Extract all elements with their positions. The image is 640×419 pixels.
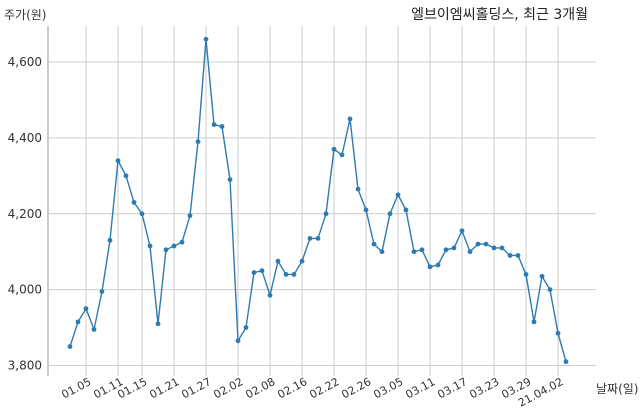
y-tick-labels: 3,800 4,000 4,200 4,400 4,600 <box>8 55 42 373</box>
data-point <box>107 237 113 243</box>
data-point <box>139 211 145 217</box>
data-point <box>315 236 321 241</box>
y-tick-label: 4,400 <box>8 131 42 145</box>
data-point <box>531 319 537 325</box>
data-point <box>539 273 545 279</box>
data-point <box>339 152 345 158</box>
data-point <box>371 241 377 247</box>
data-point <box>235 338 241 344</box>
data-point <box>131 199 137 205</box>
data-point <box>67 344 73 349</box>
data-point <box>419 247 425 253</box>
data-point <box>411 249 417 255</box>
x-tick-label: 02.16 <box>275 375 309 401</box>
data-point <box>347 116 353 122</box>
data-point <box>563 359 569 365</box>
data-point <box>555 330 561 336</box>
data-point <box>355 186 361 192</box>
x-tick-label: 02.02 <box>211 375 245 401</box>
data-point <box>467 249 473 255</box>
chart-title: 엘브이엠씨홀딩스, 최근 3개월 <box>411 7 588 23</box>
x-tick-label: 01.05 <box>59 375 93 401</box>
data-point <box>443 247 449 253</box>
data-point <box>363 207 369 213</box>
data-point <box>547 287 553 293</box>
data-point <box>515 253 521 258</box>
data-point <box>155 321 161 327</box>
data-point <box>91 327 97 332</box>
data-point <box>491 245 497 251</box>
data-point <box>123 173 129 179</box>
data-point <box>179 239 185 245</box>
x-tick-label: 01.21 <box>147 375 181 401</box>
data-point <box>507 253 513 258</box>
data-point <box>451 245 457 251</box>
data-point <box>259 268 265 274</box>
y-tick-label: 4,000 <box>8 283 42 297</box>
price-series-points <box>67 36 569 365</box>
price-series-line <box>69 39 567 362</box>
data-point <box>307 236 313 241</box>
data-point <box>251 270 257 275</box>
data-point <box>99 289 105 294</box>
x-tick-label: 03.23 <box>467 375 501 401</box>
data-point <box>267 292 273 298</box>
data-point <box>163 247 169 253</box>
grid <box>47 26 596 376</box>
x-tick-label: 02.08 <box>243 375 277 401</box>
data-point <box>275 258 281 264</box>
data-point <box>379 249 385 255</box>
data-point <box>435 262 441 268</box>
data-point <box>395 192 401 198</box>
data-point <box>427 264 433 270</box>
data-point <box>475 241 481 247</box>
data-point <box>523 272 529 277</box>
data-point <box>187 213 193 219</box>
data-point <box>283 272 289 277</box>
y-tick-label: 4,200 <box>8 207 42 221</box>
data-point <box>483 241 489 247</box>
data-point <box>499 245 505 251</box>
data-point <box>331 146 337 152</box>
data-point <box>75 319 81 325</box>
data-point <box>299 258 305 264</box>
data-point <box>147 243 153 249</box>
data-point <box>171 243 177 249</box>
data-point <box>243 325 249 330</box>
data-point <box>227 177 233 183</box>
y-tick-label: 4,600 <box>8 55 42 69</box>
data-point <box>83 306 89 311</box>
x-tick-label: 03.05 <box>371 375 405 401</box>
x-tick-label: 02.22 <box>307 375 341 401</box>
x-axis-label: 날짜(일) <box>596 382 639 396</box>
data-point <box>211 122 217 127</box>
data-point <box>219 124 225 129</box>
data-point <box>203 36 209 42</box>
data-point <box>195 139 201 145</box>
data-point <box>387 211 393 217</box>
data-point <box>403 207 409 213</box>
data-point <box>323 211 329 217</box>
x-tick-label: 03.17 <box>435 375 469 401</box>
y-axis-label: 주가(원) <box>4 8 47 22</box>
x-tick-label: 01.27 <box>179 375 213 401</box>
data-point <box>459 228 465 234</box>
data-point <box>291 272 297 277</box>
y-tick-label: 3,800 <box>8 359 42 373</box>
x-tick-label: 02.26 <box>339 375 373 401</box>
data-point <box>115 158 121 164</box>
x-tick-labels: 01.0501.1101.1501.2101.2702.0202.0802.16… <box>59 375 565 409</box>
x-tick-label: 03.11 <box>403 375 437 401</box>
